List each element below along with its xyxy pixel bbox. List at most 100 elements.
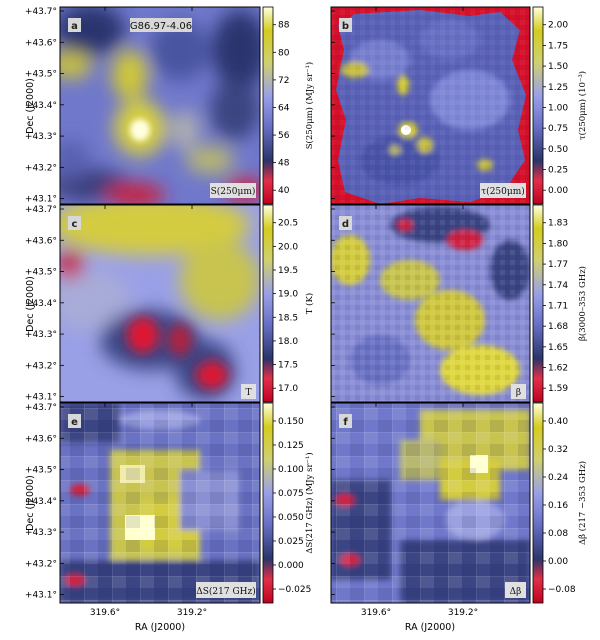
panel-a-letter: a: [71, 21, 78, 32]
panel-c-map: [60, 205, 260, 402]
panel-b-field-label: τ(250μm): [481, 186, 525, 197]
y-axis-label-row3: Dec (J2000): [25, 475, 36, 531]
panel-b-map: [331, 7, 530, 204]
panel-d-map: [331, 205, 530, 402]
panel-e: e ΔS(217 GHz): [59, 402, 261, 604]
dec-tick-label: +43.6°: [25, 236, 57, 246]
colorbar-c-label: T (K): [304, 293, 315, 314]
dec-tick-label: +43.2°: [25, 361, 57, 371]
axes: +43.7° +43.6° +43.5° +43.4° +43.3° +43.2° +43.…: [25, 7, 478, 618]
colorbar-c-tick-label: 20.5: [278, 219, 298, 229]
colorbars: 88 80 72 64 56 48 40 S(250μm) (MJy sr⁻¹) 2.00 1.7…: [262, 6, 588, 604]
colorbar-b-tick-label: 1.00: [548, 103, 568, 113]
panel-e-badge: [68, 414, 81, 428]
panel-c-field-label: T: [245, 388, 251, 398]
colorbar-a-tick-label: 48: [278, 159, 290, 169]
panel-a-map: [60, 7, 260, 204]
panel-c-field-box: [241, 384, 256, 399]
colorbar-a-tick-label: 80: [278, 48, 290, 58]
colorbar-e-tick-label: 0.100: [278, 465, 304, 475]
colorbar-c-gradient: [262, 204, 274, 403]
dec-tick-label: +43.5°: [25, 268, 57, 278]
colorbar-d-label: β(3000–353 GHz): [577, 266, 588, 341]
colorbar-d-tick-label: 1.68: [548, 322, 568, 332]
dec-tick-label: +43.3°: [25, 330, 57, 340]
colorbar-c: 20.5 20.0 19.5 19.0 18.5 18.0 17.5 17.0 T (K): [262, 204, 315, 403]
dec-tick-label: +43.3°: [25, 132, 57, 142]
x-axis-label-right: RA (J2000): [405, 622, 455, 633]
colorbar-f-tick-label: 0.16: [548, 501, 568, 511]
object-label-box: [130, 18, 192, 32]
dec-tick-label: +43.7°: [25, 205, 57, 215]
panel-f-letter: f: [343, 417, 348, 428]
dec-tick-label: +43.4°: [25, 299, 57, 309]
panel-d: d β: [330, 204, 531, 403]
colorbar-b-tick-label: 0.00: [548, 186, 568, 196]
colorbar-b: 2.00 1.75 1.50 1.25 1.00 0.75 0.50 0.25 0.00 τ(25…: [532, 6, 588, 205]
dec-tick-label: +43.4°: [25, 497, 57, 507]
panel-f-field-label: Δβ: [510, 587, 522, 597]
dec-tick-label: +43.3°: [25, 528, 57, 538]
colorbar-b-tick-label: 2.00: [548, 21, 568, 31]
dec-tick-label: +43.5°: [25, 466, 57, 476]
panel-c-badge: [68, 216, 81, 230]
panel-e-map: [60, 403, 260, 603]
colorbar-a-label: S(250μm) (MJy sr⁻¹): [304, 62, 315, 150]
panel-b: b τ(250μm): [330, 6, 531, 205]
colorbar-e-tick-label: −0.025: [278, 585, 311, 595]
panel-f-map: [331, 403, 530, 603]
colorbar-b-tick-label: 0.25: [548, 166, 568, 176]
panel-d-letter: d: [342, 219, 349, 230]
colorbar-e-tick-label: 0.075: [278, 489, 304, 499]
colorbar-e-tick-label: 0.025: [278, 537, 304, 547]
colorbar-d-tick-label: 1.80: [548, 239, 568, 249]
colorbar-a-tick-label: 56: [278, 131, 290, 141]
dec-tick-label: +43.7°: [25, 7, 57, 17]
panel-d-badge: [339, 216, 352, 230]
colorbar-a-tick-label: 40: [278, 186, 290, 196]
colorbar-e-tick-label: 0.125: [278, 441, 304, 451]
colorbar-f-tick-label: 0.08: [548, 529, 568, 539]
dec-tick-label: +43.7°: [25, 403, 57, 413]
dec-tick-label: +43.4°: [25, 101, 57, 111]
panel-b-badge: [339, 18, 352, 32]
panel-e-letter: e: [71, 417, 78, 428]
panel-c-letter: c: [72, 219, 78, 230]
ra-tick-label: 319.2°: [177, 608, 207, 618]
panel-e-field-box: [196, 582, 256, 598]
colorbar-d-tick-label: 1.59: [548, 384, 568, 394]
colorbar-d-tick-label: 1.83: [548, 219, 568, 229]
panel-f: f Δβ: [330, 402, 531, 604]
colorbar-a-tick-label: 72: [278, 76, 289, 86]
dec-tick-label: +43.6°: [25, 38, 57, 48]
colorbar-f-tick-label: 0.00: [548, 557, 568, 567]
colorbar-b-tick-label: 1.75: [548, 41, 568, 51]
colorbar-e-label: ΔS(217 GHz) (MJy sr⁻¹): [304, 452, 315, 553]
colorbar-f-gradient: [532, 402, 544, 604]
colorbar-c-tick-label: 17.5: [278, 361, 298, 371]
y-axis-label-row1: Dec (J2000): [25, 78, 36, 134]
panel-b-letter: b: [342, 21, 349, 32]
colorbar-b-tick-label: 0.75: [548, 124, 568, 134]
colorbar-e-tick-label: 0.150: [278, 417, 304, 427]
ra-tick-label: 319.2°: [448, 608, 478, 618]
colorbar-c-tick-label: 19.5: [278, 266, 298, 276]
dec-tick-label: +43.1°: [25, 393, 57, 403]
colorbar-d: 1.83 1.80 1.77 1.74 1.71 1.68 1.65 1.62 1.59 β(30…: [532, 204, 588, 403]
colorbar-b-label: τ(250μm) (10⁻³): [577, 71, 588, 140]
panel-f-badge: [339, 414, 352, 428]
panel-a: a G86.97-4.06 S(250μm): [59, 6, 261, 205]
colorbar-e-tick-label: 0.000: [278, 561, 304, 571]
colorbar-f-tick-label: 0.40: [548, 417, 568, 427]
colorbar-d-tick-label: 1.62: [548, 364, 568, 374]
panel-b-field-box: [480, 183, 526, 198]
colorbar-a: 88 80 72 64 56 48 40 S(250μm) (MJy sr⁻¹): [262, 6, 315, 205]
dec-tick-label: +43.1°: [25, 591, 57, 601]
dec-tick-label: +43.1°: [25, 195, 57, 205]
panel-a-field-label: S(250μm): [211, 186, 256, 197]
colorbar-c-tick-label: 19.0: [278, 290, 298, 300]
panel-c: c T: [59, 204, 261, 403]
object-label: G86.97-4.06: [130, 21, 192, 32]
colorbar-d-tick-label: 1.74: [548, 281, 568, 291]
dec-tick-label: +43.2°: [25, 163, 57, 173]
